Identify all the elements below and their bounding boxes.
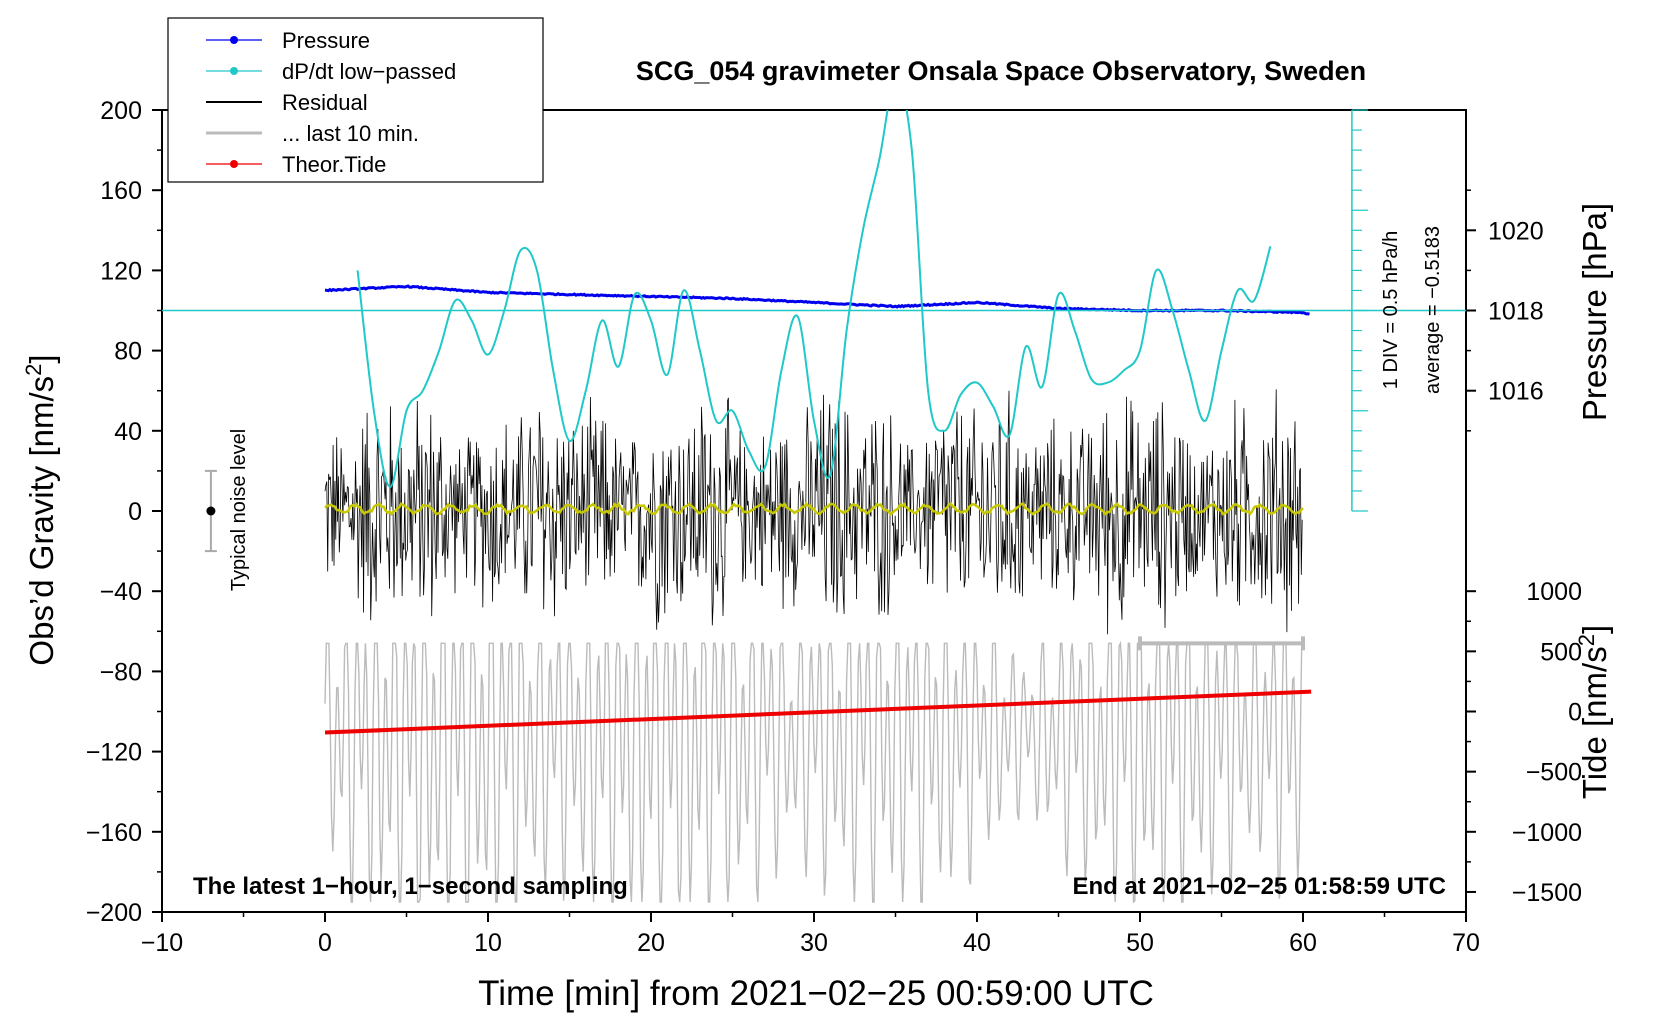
y-tick-label: −80 bbox=[100, 658, 142, 686]
x-tick-label: 60 bbox=[1289, 929, 1317, 957]
x-tick-label: 50 bbox=[1126, 929, 1154, 957]
x-tick-label: 40 bbox=[963, 929, 991, 957]
y-axis-label-gravity-superscript: 2 bbox=[21, 364, 46, 376]
legend-entries: Pressure dP/dt low−passed Residual ... last… bbox=[206, 28, 456, 177]
legend: Pressure dP/dt low−passed Residual ... last… bbox=[167, 17, 544, 183]
y-axis-label-pressure: Pressure [hPa] bbox=[1576, 203, 1613, 421]
x-axis-label: Time [min] from 2021−02−25 00:59:00 UTC bbox=[478, 974, 1154, 1013]
dpdt-scale-label: 1 DIV = 0.5 hPa/h bbox=[1380, 231, 1402, 389]
y-axis-label-gravity: Obs’d Gravity [nm/s2] bbox=[21, 354, 60, 665]
y-axis-label-gravity-text: Obs’d Gravity [nm/s bbox=[23, 376, 60, 666]
y-tick-label: 40 bbox=[114, 418, 142, 446]
legend-marker-0 bbox=[230, 36, 238, 44]
axes-layer: −10 0 10 20 30 40 50 60 7020016012080400−40−80−1… bbox=[86, 97, 1582, 957]
y-axis-label-tide: Tide [nm/s2] bbox=[1574, 625, 1613, 799]
y-axis-label-tide-superscript: 2 bbox=[1574, 634, 1599, 646]
y-tick-label: −40 bbox=[100, 578, 142, 606]
tide-tick-label: 1000 bbox=[1526, 578, 1582, 606]
chart-title: SCG_054 gravimeter Onsala Space Observat… bbox=[636, 56, 1366, 86]
tide-tick-label: −500 bbox=[1526, 759, 1582, 787]
legend-label-1: dP/dt low−passed bbox=[282, 59, 456, 84]
y-axis-label-tide-text: Tide [nm/s bbox=[1576, 646, 1613, 799]
y-tick-label: −120 bbox=[86, 739, 142, 767]
y-tick-label: 160 bbox=[100, 177, 142, 205]
pressure-tick-label: 1020 bbox=[1488, 217, 1544, 245]
legend-label-2: Residual bbox=[282, 90, 368, 115]
y-tick-label: 120 bbox=[100, 257, 142, 285]
y-tick-label: −200 bbox=[86, 899, 142, 927]
tide-tick-label: −1000 bbox=[1512, 819, 1582, 847]
noise-level-label: Typical noise level bbox=[228, 429, 250, 591]
data-layer bbox=[162, 109, 1466, 904]
y-tick-label: −160 bbox=[86, 819, 142, 847]
legend-label-3: ... last 10 min. bbox=[282, 121, 419, 146]
pressure-tick-label: 1016 bbox=[1488, 378, 1544, 406]
y-tick-label: 0 bbox=[128, 498, 142, 526]
noise-level-dot bbox=[206, 506, 216, 516]
y-tick-label: 80 bbox=[114, 338, 142, 366]
residual-trace bbox=[324, 389, 1303, 635]
x-tick-label: 20 bbox=[637, 929, 665, 957]
x-tick-label: 0 bbox=[318, 929, 332, 957]
tide-trace bbox=[324, 689, 1312, 735]
pressure-tick-label: 1018 bbox=[1488, 298, 1544, 326]
dpdt-trace bbox=[356, 110, 1272, 488]
legend-box bbox=[167, 17, 544, 183]
legend-label-4: Theor.Tide bbox=[282, 152, 386, 177]
legend-marker-1 bbox=[230, 67, 238, 75]
tide-tick-label: 500 bbox=[1540, 638, 1582, 666]
residual-smoothed-trace bbox=[324, 501, 1304, 517]
x-tick-label: −10 bbox=[141, 929, 183, 957]
x-tick-label: 10 bbox=[474, 929, 502, 957]
legend-marker-4 bbox=[230, 160, 238, 168]
y-tick-label: 200 bbox=[100, 97, 142, 125]
legend-label-0: Pressure bbox=[282, 28, 370, 53]
x-tick-label: 30 bbox=[800, 929, 828, 957]
annotation-end-time: End at 2021−02−25 01:58:59 UTC bbox=[1072, 873, 1446, 900]
y-axis-label-tide-close: ] bbox=[1576, 625, 1613, 634]
x-tick-label: 70 bbox=[1452, 929, 1480, 957]
y-axis-label-gravity-close: ] bbox=[23, 354, 60, 363]
tide-tick-label: −1500 bbox=[1512, 879, 1582, 907]
dpdt-average-label: average = −0.5183 bbox=[1422, 226, 1444, 394]
annotation-sampling: The latest 1−hour, 1−second sampling bbox=[193, 873, 628, 900]
tide-tick-label: 0 bbox=[1568, 699, 1582, 727]
